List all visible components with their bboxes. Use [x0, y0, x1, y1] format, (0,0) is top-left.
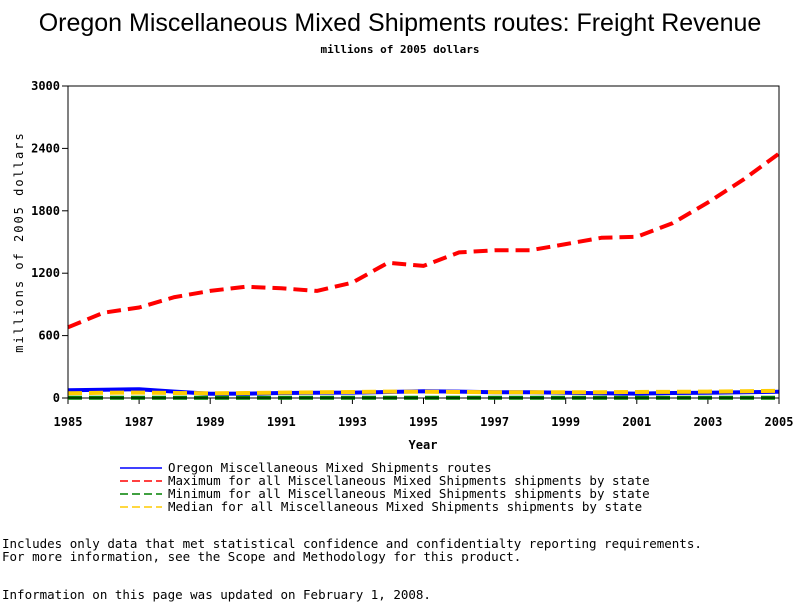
x-tick-label: 1995 [409, 415, 438, 429]
y-tick-label: 600 [38, 329, 60, 343]
legend-label: Minimum for all Miscellaneous Mixed Ship… [168, 486, 650, 501]
legend: Oregon Miscellaneous Mixed Shipments rou… [120, 460, 650, 514]
y-tick-label: 1800 [31, 204, 60, 218]
x-tick-label: 2001 [622, 415, 651, 429]
y-tick-label: 3000 [31, 79, 60, 93]
series-lines [67, 151, 781, 400]
chart-title: Oregon Miscellaneous Mixed Shipments rou… [39, 9, 762, 37]
y-tick-label: 1200 [31, 266, 60, 280]
y-axis-ticks: 0 600 1200 1800 2400 3000 [31, 79, 68, 405]
y-tick-label: 0 [53, 391, 60, 405]
x-tick-label: 1991 [267, 415, 296, 429]
x-tick-label: 1999 [551, 415, 580, 429]
x-axis-label: Year [409, 438, 438, 452]
x-tick-label: 1987 [125, 415, 154, 429]
x-tick-label: 2003 [693, 415, 722, 429]
legend-label: Maximum for all Miscellaneous Mixed Ship… [168, 473, 650, 488]
y-tick-label: 2400 [31, 141, 60, 155]
x-tick-label: 2005 [765, 415, 794, 429]
legend-label: Oregon Miscellaneous Mixed Shipments rou… [168, 460, 492, 475]
plot-frame [67, 85, 780, 399]
note-methodology: For more information, see the Scope and … [2, 549, 522, 564]
x-tick-label: 1989 [196, 415, 225, 429]
series-line-3 [67, 388, 780, 396]
series-line-1 [67, 151, 781, 330]
note-confidence: Includes only data that met statistical … [2, 536, 702, 551]
y-axis-label: millions of 2005 dollars [12, 131, 26, 352]
x-tick-label: 1997 [480, 415, 509, 429]
chart-subtitle: millions of 2005 dollars [321, 43, 480, 56]
x-tick-label: 1993 [338, 415, 367, 429]
legend-label: Median for all Miscellaneous Mixed Shipm… [168, 499, 642, 514]
x-tick-label: 1985 [54, 415, 83, 429]
x-axis-ticks: 1985 1987 1989 1991 1993 1995 1997 1999 2001 2003… [54, 398, 794, 429]
note-updated: Information on this page was updated on … [2, 587, 431, 602]
